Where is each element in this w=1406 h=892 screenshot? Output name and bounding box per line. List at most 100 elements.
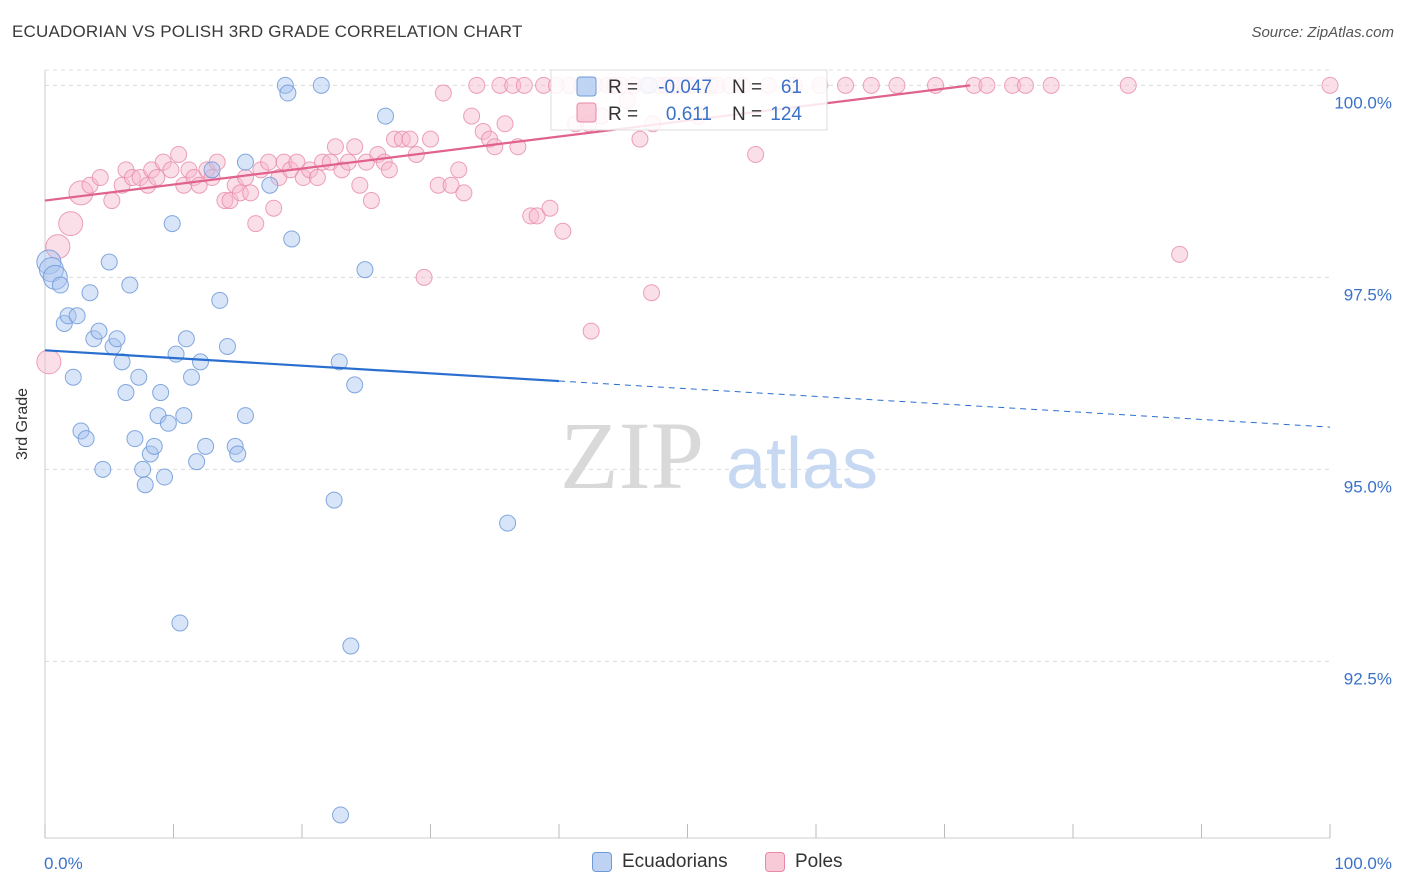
ecuadorians-point-19 <box>121 276 139 294</box>
poles-point-71 <box>504 76 522 94</box>
legend-r-value-1: -0.047 <box>658 77 712 98</box>
poles-point-47 <box>351 176 369 194</box>
poles-point-6 <box>103 192 121 210</box>
legend-n-label-1: N = <box>732 77 762 98</box>
ecuadorians-point-52 <box>332 806 350 824</box>
ecuadorians-point-38 <box>197 437 215 455</box>
ecuadorians-point-1 <box>38 257 64 283</box>
poles-point-57 <box>415 268 433 286</box>
legend-n-value-2: 124 <box>770 104 802 125</box>
ecuadorians-point-31 <box>167 345 185 363</box>
poles-point-61 <box>442 176 460 194</box>
poles-point-120 <box>1171 245 1189 263</box>
chart-title: ECUADORIAN VS POLISH 3RD GRADE CORRELATI… <box>12 22 523 41</box>
ecuadorians-point-6 <box>64 368 82 386</box>
ecuadorians-point-21 <box>130 368 148 386</box>
ecuadorians-point-41 <box>218 337 236 355</box>
ecuadorians-point-25 <box>145 437 163 455</box>
poles-point-117 <box>1016 76 1034 94</box>
axes <box>44 70 1331 839</box>
ecuadorians-point-2 <box>42 264 68 290</box>
poles-point-111 <box>862 76 880 94</box>
source-label: Source: ZipAtlas.com <box>1251 24 1394 41</box>
poles-point-64 <box>463 107 481 125</box>
ecuadorians-point-40 <box>211 291 229 309</box>
legend-item-poles[interactable]: Poles <box>765 851 843 873</box>
poles-point-116 <box>1004 76 1022 94</box>
poles-point-59 <box>429 176 447 194</box>
ecuadorians-point-58 <box>499 514 517 532</box>
poles-point-43 <box>326 138 344 156</box>
ecuadorians-point-53 <box>342 637 360 655</box>
x-tick-label-0: 0.0% <box>44 854 83 873</box>
ecuadorians-trend-line <box>44 349 560 383</box>
poles-point-119 <box>1119 76 1137 94</box>
y-tick-label-1: 95.0% <box>1344 477 1392 496</box>
watermark-zip: ZIP <box>560 402 704 509</box>
legend-r-label-1: R = <box>608 77 638 98</box>
ecuadorians-point-49 <box>283 230 301 248</box>
poles-point-5 <box>91 169 109 187</box>
poles-point-73 <box>515 76 533 94</box>
poles-point-0 <box>36 349 62 375</box>
legend-swatch-poles <box>765 852 785 872</box>
ecuadorians-point-45 <box>236 153 254 171</box>
ecuadorians-point-7 <box>68 307 86 325</box>
poles-point-68 <box>486 138 504 156</box>
poles-point-74 <box>522 207 540 225</box>
ecuadorians-point-54 <box>346 376 364 394</box>
poles-point-46 <box>346 138 364 156</box>
legend-item-ecuadorians[interactable]: Ecuadorians <box>592 851 728 873</box>
poles-point-29 <box>242 184 260 202</box>
poles-point-112 <box>888 76 906 94</box>
poles-point-24 <box>216 192 234 210</box>
poles-point-123 <box>643 284 661 302</box>
poles-point-121 <box>1321 76 1339 94</box>
poles-trend-line <box>44 84 971 202</box>
poles-point-1 <box>45 234 71 260</box>
poles-point-70 <box>496 115 514 133</box>
legend-swatch-ecuadorians <box>592 852 612 872</box>
poles-point-32 <box>260 153 278 171</box>
y-tick-label-3: 100.0% <box>1334 93 1392 112</box>
poles-point-115 <box>978 76 996 94</box>
legend-swatch-pink <box>576 102 597 123</box>
ecuadorians-point-29 <box>159 414 177 432</box>
ecuadorians-point-10 <box>81 284 99 302</box>
poles-point-40 <box>308 169 326 187</box>
ecuadorians-point-44 <box>236 407 254 425</box>
poles-point-106 <box>747 145 765 163</box>
ecuadorians-point-16 <box>108 330 126 348</box>
ecuadorians-point-35 <box>182 368 200 386</box>
ecuadorians-point-9 <box>77 430 95 448</box>
ecuadorians-point-51 <box>325 491 343 509</box>
poles-point-58 <box>422 130 439 148</box>
legend-label-poles: Poles <box>795 851 843 872</box>
y-tick-labels: 92.5% 95.0% 97.5% 100.0% <box>1334 93 1392 688</box>
ecuadorians-point-28 <box>156 468 174 486</box>
poles-point-33 <box>265 199 283 217</box>
poles-point-79 <box>554 222 572 240</box>
ecuadorians-point-57 <box>377 107 395 125</box>
legend-bottom: Ecuadorians Poles <box>0 851 1406 879</box>
legend-top: R = -0.047 N = 61 R = 0.611 N = 124 <box>550 69 828 131</box>
legend-top-box <box>550 69 828 131</box>
ecuadorians-point-18 <box>117 384 135 402</box>
x-tick-label-1: 100.0% <box>1334 854 1392 873</box>
ecuadorians-trend-extension <box>558 380 1331 428</box>
ecuadorians-point-34 <box>177 330 195 348</box>
ecuadorians-point-3 <box>51 276 69 294</box>
poles-point-60 <box>434 84 452 102</box>
ecuadorians-point-27 <box>152 384 170 402</box>
poles-point-122 <box>582 322 600 340</box>
poles-point-16 <box>170 145 188 163</box>
ecuadorians-point-43 <box>229 445 247 463</box>
ecuadorians-point-23 <box>136 476 154 494</box>
poles-point-110 <box>837 76 855 94</box>
poles-point-52 <box>380 161 398 179</box>
legend-swatch-blue <box>576 76 597 97</box>
ecuadorians-point-46 <box>261 176 279 194</box>
ecuadorians-point-37 <box>191 353 209 371</box>
poles-point-15 <box>162 161 180 179</box>
